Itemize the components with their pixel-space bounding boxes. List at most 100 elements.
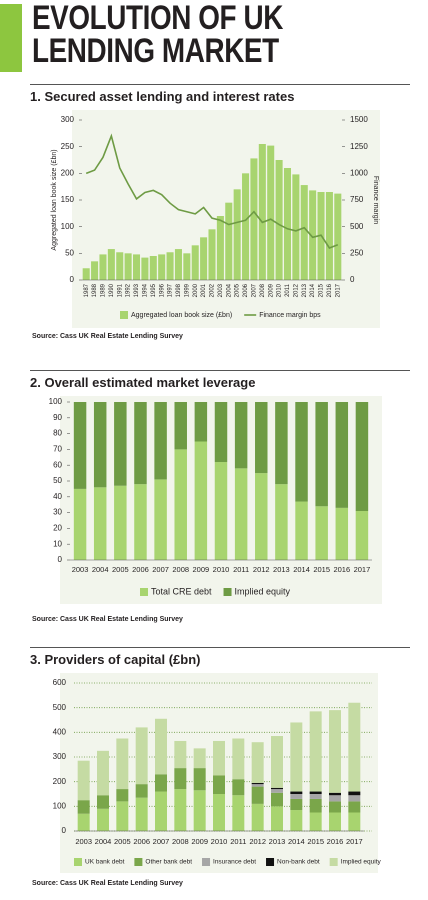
bar-segment xyxy=(155,718,167,775)
bar-segment xyxy=(232,795,245,831)
legend-swatch xyxy=(329,858,338,866)
y2-axis-title: Finance margin xyxy=(372,176,379,224)
x-tick-label: 1996 xyxy=(159,283,165,297)
y-tick-label: 200 xyxy=(61,168,75,177)
x-tick-label: 2004 xyxy=(226,283,232,297)
bar xyxy=(191,245,199,280)
bar xyxy=(216,216,224,280)
x-tick-label: 1990 xyxy=(109,283,115,297)
bar xyxy=(183,253,191,280)
bar-segment xyxy=(271,787,283,790)
bar-segment xyxy=(255,473,268,560)
y-tick-label: 100 xyxy=(53,801,67,810)
source: Source: Cass UK Real Estate Lending Surv… xyxy=(32,333,183,340)
x-tick-label: 2013 xyxy=(302,283,308,297)
bar xyxy=(99,254,107,280)
bar-segment xyxy=(116,801,129,831)
x-tick-label: 2010 xyxy=(213,565,230,574)
header-accent xyxy=(0,4,22,72)
x-tick-label: 2005 xyxy=(112,565,129,574)
bar-segment xyxy=(155,791,167,831)
y2-tick-label: 1250 xyxy=(350,142,368,151)
bar-segment xyxy=(348,812,361,831)
legend-swatch xyxy=(202,858,211,866)
y-tick-label: 90 xyxy=(53,413,62,422)
bar xyxy=(200,237,208,280)
legend-swatch xyxy=(140,588,148,596)
section-title: 2. Overall estimated market leverage xyxy=(30,370,410,390)
y-tick-label: 0 xyxy=(70,275,75,284)
x-tick-label: 1987 xyxy=(84,283,90,297)
bar-segment xyxy=(97,750,109,796)
x-tick-label: 2017 xyxy=(354,565,371,574)
bar xyxy=(325,192,333,280)
x-tick-label: 2003 xyxy=(75,837,92,846)
legend-swatch xyxy=(120,311,128,319)
bar-segment xyxy=(271,806,283,831)
y-tick-label: 250 xyxy=(61,142,75,151)
bar-segment xyxy=(251,742,264,783)
bar-segment xyxy=(309,798,322,813)
bar-segment xyxy=(329,710,341,793)
bar xyxy=(334,193,342,280)
x-tick-label: 2004 xyxy=(92,565,109,574)
legend-label: Implied equity xyxy=(235,586,291,596)
x-tick-label: 2007 xyxy=(252,283,258,297)
x-tick-label: 1992 xyxy=(126,283,132,297)
bar-segment xyxy=(77,760,90,801)
bar xyxy=(174,249,182,280)
x-tick-label: 2004 xyxy=(95,837,112,846)
bar-segment xyxy=(193,768,206,791)
y-tick-label: 150 xyxy=(61,195,75,204)
y-tick-label: 300 xyxy=(53,752,67,761)
bar-segment xyxy=(271,789,283,793)
y2-tick-label: 750 xyxy=(350,195,364,204)
bar xyxy=(107,249,115,280)
legend-swatch xyxy=(266,858,275,866)
bar-segment xyxy=(295,402,308,502)
bar-segment xyxy=(295,501,308,560)
x-tick-label: 2008 xyxy=(260,283,266,297)
legend-label: Implied equity xyxy=(341,859,382,866)
bar-segment xyxy=(97,795,109,809)
x-tick-label: 2001 xyxy=(201,283,207,297)
bar-segment xyxy=(348,801,361,813)
bar xyxy=(166,252,174,280)
x-tick-label: 2015 xyxy=(319,283,325,297)
bar-segment xyxy=(73,402,87,489)
x-tick-label: 1993 xyxy=(134,283,140,297)
x-tick-label: 2000 xyxy=(193,283,199,297)
bar-segment xyxy=(116,789,129,802)
bar-segment xyxy=(154,402,167,480)
bar-segment xyxy=(193,748,206,769)
bar-segment xyxy=(174,449,187,560)
bar xyxy=(158,254,166,280)
bar xyxy=(233,189,241,280)
bar-segment xyxy=(275,484,288,560)
bar xyxy=(283,168,292,280)
bar-segment xyxy=(93,487,107,560)
legend-label: Finance margin bps xyxy=(259,312,321,319)
bar-segment xyxy=(251,784,264,787)
x-tick-label: 2011 xyxy=(233,565,249,574)
bar-segment xyxy=(290,791,303,794)
x-tick-label: 2016 xyxy=(333,565,350,574)
x-tick-label: 2014 xyxy=(293,565,310,574)
bar xyxy=(258,144,266,280)
x-tick-label: 2005 xyxy=(114,837,131,846)
x-tick-label: 2011 xyxy=(230,837,246,846)
legend-swatch xyxy=(134,858,143,866)
bar xyxy=(250,158,258,280)
y2-tick-label: 250 xyxy=(350,248,364,257)
source: Source: Cass UK Real Estate Lending Surv… xyxy=(32,616,183,623)
y2-tick-label: 500 xyxy=(350,222,364,231)
legend-label: Total CRE debt xyxy=(151,586,212,596)
x-tick-label: 2009 xyxy=(268,283,274,297)
legend-label: Aggregated loan book size (£bn) xyxy=(131,312,232,319)
legend-label: Insurance debt xyxy=(213,859,256,866)
legend-label: Non-bank debt xyxy=(277,859,320,866)
bar-segment xyxy=(232,779,245,796)
bar-segment xyxy=(329,792,341,796)
